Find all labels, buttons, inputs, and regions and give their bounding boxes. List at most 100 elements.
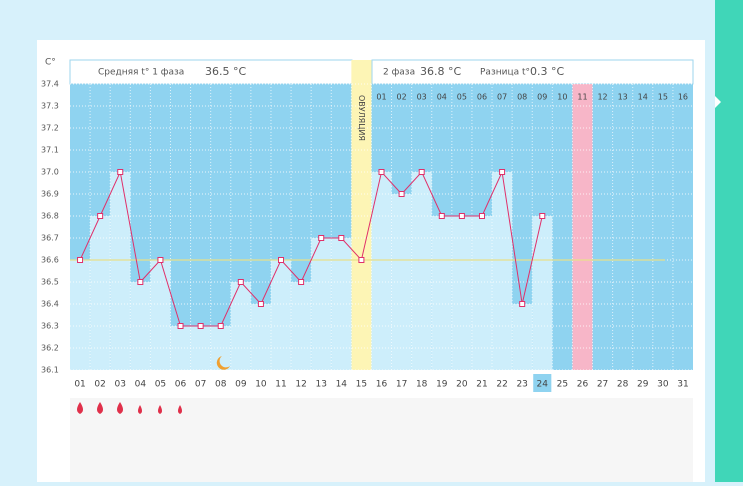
x-tick-label: 30 (657, 380, 669, 390)
bar (371, 172, 392, 370)
bar (492, 172, 513, 370)
phase2-day: 09 (537, 93, 547, 102)
x-tick-label: 31 (677, 380, 688, 390)
x-tick-label: 06 (175, 380, 187, 390)
point (338, 235, 345, 241)
bar (90, 216, 111, 370)
bar (311, 238, 332, 370)
y-tick-label: 36.5 (41, 278, 59, 287)
phase2-day: 12 (597, 93, 607, 102)
point (539, 213, 546, 219)
bar (70, 260, 91, 370)
x-tick-label: 29 (637, 380, 649, 390)
y-tick-label: 36.7 (41, 234, 59, 243)
point (117, 169, 124, 175)
diff-label: Разница t° (480, 68, 530, 78)
x-tick-label: 07 (195, 380, 206, 390)
x-tick-label: 09 (235, 380, 247, 390)
side-arrow (715, 96, 721, 108)
x-tick-label: 22 (496, 380, 507, 390)
y-tick-label: 37.1 (41, 146, 59, 155)
x-tick-label: 04 (135, 380, 147, 390)
bar (471, 216, 493, 370)
ovulation-column (351, 60, 372, 370)
phase2-day: 06 (477, 93, 487, 102)
point (217, 323, 224, 329)
phase2-value: 36.8 °C (420, 65, 461, 78)
x-tick-label: 10 (255, 380, 267, 390)
point (398, 191, 405, 197)
bar (512, 304, 533, 370)
y-tick-label: 37.4 (41, 80, 59, 89)
x-tick-label: 15 (356, 380, 367, 390)
marked-column (572, 84, 593, 370)
point (458, 213, 465, 219)
ovulation-label: ОВУЛЯЦИЯ (357, 95, 366, 141)
x-tick-label: 21 (476, 380, 487, 390)
point (358, 257, 365, 263)
y-tick-label: 36.8 (41, 212, 59, 221)
point (499, 169, 506, 175)
diff-value: 0.3 °C (530, 65, 564, 78)
y-tick-label: 36.2 (41, 344, 59, 353)
bar (150, 260, 171, 370)
phase2-day: 15 (658, 93, 668, 102)
x-tick-label: 19 (436, 380, 448, 390)
phase2-day: 13 (618, 93, 628, 102)
phase2-day: 11 (577, 93, 587, 102)
point (278, 257, 285, 263)
x-tick-label: 24 (537, 380, 549, 390)
point (519, 301, 526, 307)
x-tick-label: 14 (336, 380, 348, 390)
bar (190, 326, 211, 370)
x-tick-label: 01 (74, 380, 85, 390)
point (378, 169, 385, 175)
x-tick-label: 28 (617, 380, 629, 390)
x-tick-label: 13 (315, 380, 326, 390)
y-tick-label: 37.3 (41, 102, 59, 111)
point (177, 323, 184, 329)
phase2-day: 07 (497, 93, 507, 102)
phase2-day: 16 (678, 93, 688, 102)
phase2-day: 10 (557, 93, 567, 102)
y-unit: C° (45, 58, 56, 68)
point (137, 279, 144, 285)
point (257, 301, 264, 307)
x-tick-label: 23 (516, 380, 527, 390)
y-tick-label: 37.0 (41, 168, 59, 177)
period-icons (77, 402, 182, 414)
side-strip (715, 0, 743, 482)
point (77, 257, 84, 263)
x-tick-label: 17 (396, 380, 407, 390)
x-tick-label: 26 (577, 380, 589, 390)
bar (250, 304, 271, 370)
phase1-value: 36.5 °C (205, 65, 246, 78)
phase2-day: 05 (457, 93, 467, 102)
x-tick-label: 27 (597, 380, 608, 390)
x-tick-label: 18 (416, 380, 428, 390)
y-tick-label: 37.2 (41, 124, 59, 133)
x-tick-label: 20 (456, 380, 468, 390)
y-tick-label: 36.6 (41, 256, 59, 265)
bar (270, 260, 292, 370)
bar (451, 216, 472, 370)
phase2-day: 14 (638, 93, 648, 102)
point (237, 279, 244, 285)
x-tick-label: 08 (215, 380, 227, 390)
x-tick-label: 05 (155, 380, 166, 390)
phase1-box (69, 59, 353, 85)
phase2-day: 01 (376, 93, 386, 102)
bar (110, 172, 131, 370)
moon-icon (216, 356, 230, 370)
point (197, 323, 204, 329)
x-tick-label: 11 (275, 380, 286, 390)
phase2-day: 03 (417, 93, 427, 102)
point (157, 257, 164, 263)
x-tick-label: 25 (557, 380, 568, 390)
point (418, 169, 425, 175)
x-tick-label: 02 (94, 380, 105, 390)
y-tick-label: 36.3 (41, 322, 59, 331)
point (478, 213, 485, 219)
point (318, 235, 325, 241)
